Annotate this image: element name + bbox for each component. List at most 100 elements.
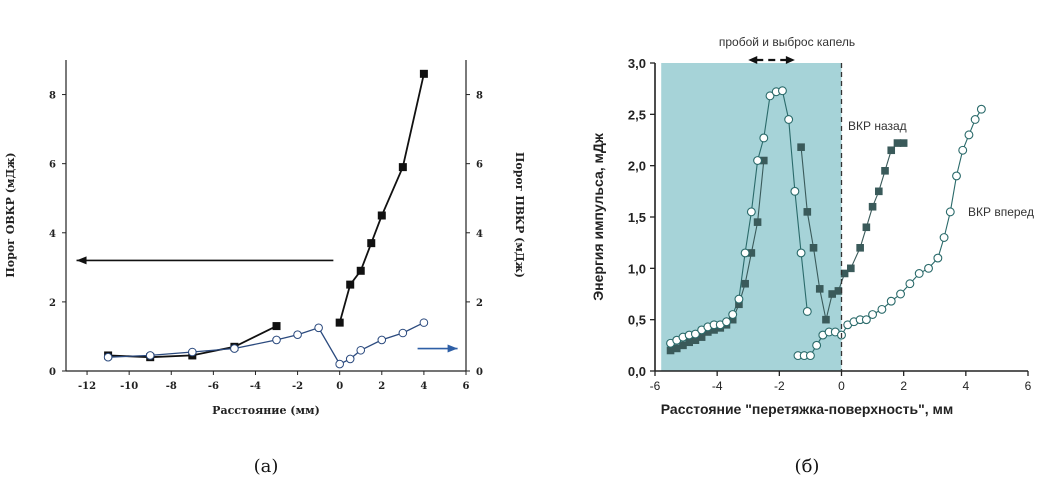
panel-b-point: [710, 326, 718, 334]
panel-a-x-tick-label: 6: [463, 381, 470, 392]
panel-a-point: [272, 322, 281, 331]
panel-b-point: [840, 269, 849, 278]
panel-b-annotation: пробой и выброс капель: [719, 35, 855, 49]
panel-b-x-tick-label: -2: [774, 379, 785, 393]
panel-b-point: [945, 207, 955, 217]
panel-b-point: [728, 315, 737, 324]
panel-b-point: [905, 279, 915, 289]
panel-a-point: [367, 239, 376, 248]
panel-b-y-tick-label: 1,0: [628, 261, 646, 276]
panel-a-point: [335, 318, 344, 327]
panel-b-point: [812, 340, 822, 350]
panel-b-annotation-arrowhead-left: [748, 56, 758, 64]
panel-b-series-label-backward: ВКР назад: [848, 119, 907, 133]
panel-b-point: [802, 307, 812, 316]
panel-b-point: [875, 187, 883, 196]
panel-b-y-tick-label: 2,5: [628, 107, 646, 122]
panel-b-point: [784, 115, 794, 124]
panel-b-point: [822, 315, 830, 324]
panel-b-point: [746, 207, 756, 217]
panel-b-y-label: Энергия импульса, мДж: [590, 132, 606, 301]
panel-a-point: [188, 347, 197, 357]
panel-b-point: [914, 269, 924, 278]
panel-b-y-tick-label: 0,0: [628, 364, 646, 379]
panel-a-point: [419, 69, 428, 78]
panel-b-point: [747, 249, 756, 257]
panel-a-point: [272, 335, 281, 345]
panel-a-x-tick-label: 2: [378, 381, 385, 392]
panel-b-point: [759, 156, 768, 165]
panel-b-point: [877, 304, 887, 314]
panel-a-y-tick-label: 2: [49, 298, 56, 309]
panel-b-point: [862, 223, 871, 232]
panel-b-point: [796, 248, 806, 258]
panel-b-point: [939, 233, 949, 242]
panel-b-point: [847, 264, 855, 273]
panel-a-point: [377, 211, 386, 220]
panel-b-shaded-region: [661, 63, 842, 371]
panel-b-point: [868, 310, 878, 319]
panel-a-arrowhead-right: [447, 344, 458, 353]
panel-b-point: [740, 248, 750, 258]
panel-b-point: [735, 300, 743, 309]
panel-b-annotation-arrowhead-right: [785, 56, 795, 64]
panel-b-point: [734, 294, 744, 304]
panel-b-point: [685, 338, 693, 347]
panel-b-point: [881, 167, 889, 175]
panel-a-y-label: Порог ОВКР (мДж): [4, 152, 17, 277]
panel-b-point: [887, 146, 896, 155]
panel-a-y-tick-label: 4: [49, 229, 56, 240]
panel-a-y-tick-label: 6: [49, 160, 56, 171]
panel-b-point: [741, 279, 749, 288]
panel-a-x-tick-label: -2: [292, 381, 303, 392]
panel-a-point: [419, 318, 429, 327]
panel-a: -12 -10 -8 -6 -4 -2 0 2 4 6 0 0 2 2 4 4 6 6 8 8 Расстояние…: [4, 60, 526, 477]
panel-b-point: [797, 143, 805, 151]
panel-a-point: [335, 359, 344, 369]
panel-b-point: [933, 253, 943, 263]
panel-b-point: [970, 115, 980, 124]
panel-a-point: [356, 345, 366, 355]
panel-b-caption: (б): [795, 456, 820, 477]
panel-b-point: [952, 171, 961, 181]
panel-b-x-tick-label: 4: [962, 379, 969, 393]
panel-a-point: [293, 330, 302, 340]
panel-a-point: [398, 328, 408, 338]
panel-b-y-tick-label: 0,5: [628, 313, 646, 328]
panel-b-point: [868, 202, 877, 211]
panel-a-point: [346, 280, 355, 289]
panel-b-point: [728, 310, 738, 319]
panel-b-point: [893, 139, 902, 147]
panel-b-point: [924, 263, 933, 273]
panel-b-x-label: Расстояние "перетяжка-поверхность", мм: [661, 401, 953, 417]
panel-a-x-tick-label: -10: [120, 381, 138, 392]
panel-b-x-tick-label: 6: [1025, 379, 1032, 393]
panel-b-point: [753, 218, 762, 226]
panel-a-y-label-right: Порог ПВКР (мДж): [513, 152, 526, 278]
panel-b-point: [803, 208, 812, 216]
panel-b-x-tick-label: -6: [650, 379, 661, 393]
panel-b-point: [958, 145, 968, 155]
panel-b-point: [690, 329, 700, 339]
panel-b-point: [861, 315, 871, 325]
panel-b-point: [896, 289, 906, 299]
panel-a-point: [356, 266, 365, 275]
panel-a-x-label: Расстояние (мм): [212, 404, 320, 417]
panel-b-point: [834, 287, 843, 295]
panel-b-point: [704, 328, 712, 336]
panel-b-point: [691, 336, 700, 344]
panel-b-y-tick-label: 3,0: [628, 56, 646, 71]
panel-a-caption: (a): [254, 456, 279, 477]
panel-a-x-tick-label: -4: [250, 381, 261, 392]
panel-b-point: [777, 86, 787, 96]
panel-a-point: [398, 163, 407, 172]
panel-b-series-label-forward: ВКР вперед: [968, 205, 1034, 219]
panel-b-x-tick-label: 0: [838, 379, 845, 393]
panel-a-y-tick-label: 8: [49, 91, 56, 102]
panel-b: -6 -4 -2 0 2 4 6 0,0 0,5 1,0 1,5 2,0 2,5 3,0 пробой …: [590, 35, 1034, 477]
panel-b-x-tick-label: -4: [712, 379, 723, 393]
panel-a-y-tick-label-right: 0: [476, 367, 483, 378]
panel-a-point: [345, 354, 355, 364]
panel-a-y-tick-label-right: 4: [476, 229, 483, 240]
panel-b-point: [753, 156, 763, 165]
